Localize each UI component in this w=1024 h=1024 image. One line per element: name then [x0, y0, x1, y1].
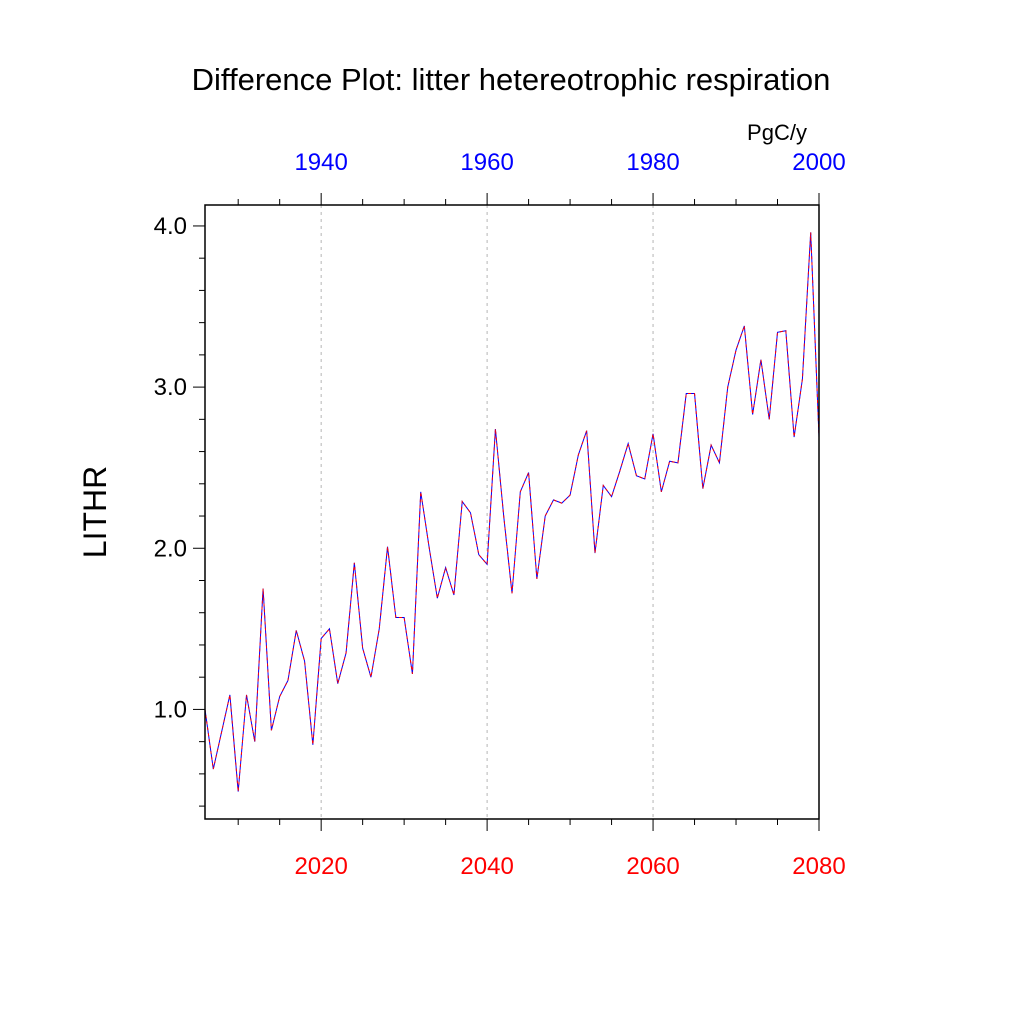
x-bottom-tick-label: 2060 — [626, 853, 679, 880]
grid-lines — [320, 205, 654, 819]
y-tick-label: 3.0 — [154, 374, 187, 401]
series-line — [204, 232, 820, 792]
series-lines — [204, 232, 820, 792]
units-label: PgC/y — [747, 120, 807, 145]
x-top-tick-label: 1980 — [626, 149, 679, 176]
y-tick-label: 2.0 — [154, 535, 187, 562]
x-bottom-tick-label: 2080 — [792, 853, 845, 880]
x-bottom-tick-label: 2020 — [294, 853, 347, 880]
x-top-tick-label: 1940 — [294, 149, 347, 176]
x-bottom-tick-label: 2040 — [460, 853, 513, 880]
x-top-tick-label: 1960 — [460, 149, 513, 176]
axes: 1.0 2.0 3.0 4.0 2020 2040 2060 2080 1940 1960 1980… — [154, 149, 846, 880]
y-axis-label: LITHR — [77, 466, 113, 558]
x-top-tick-label: 2000 — [792, 149, 845, 176]
y-tick-label: 4.0 — [154, 213, 187, 240]
series-line — [204, 232, 820, 792]
plot-frame — [204, 204, 820, 820]
chart-title: Difference Plot: litter hetereotrophic r… — [192, 62, 831, 97]
y-tick-label: 1.0 — [154, 696, 187, 723]
